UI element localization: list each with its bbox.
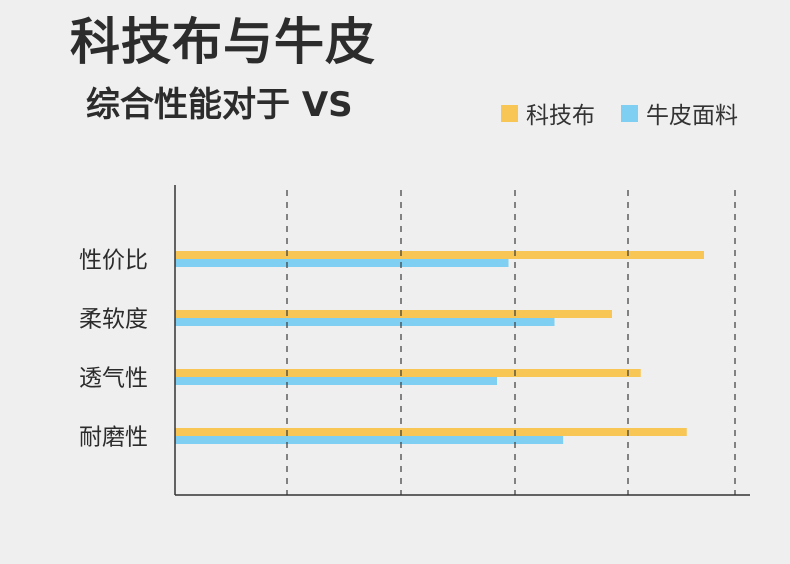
bar-niupi-0: [175, 259, 509, 267]
legend-item-niupi: 牛皮面料: [621, 96, 738, 130]
legend-label-keji: 科技布: [526, 103, 595, 129]
chart-subtitle: 综合性能对于 VS: [86, 85, 353, 125]
bar-keji-1: [175, 310, 612, 318]
category-label-0: 性价比: [79, 248, 148, 274]
category-label-2: 透气性: [79, 366, 148, 392]
bar-keji-0: [175, 251, 704, 259]
legend: 科技布 牛皮面料: [475, 96, 738, 130]
legend-item-keji: 科技布: [501, 96, 595, 130]
bar-niupi-3: [175, 436, 564, 444]
bar-keji-2: [175, 369, 641, 377]
legend-swatch-keji: [501, 104, 518, 122]
category-label-1: 柔软度: [79, 307, 148, 333]
chart-title: 科技布与牛皮: [70, 13, 376, 71]
bar-niupi-1: [175, 318, 555, 326]
legend-label-niupi: 牛皮面料: [646, 103, 738, 129]
bar-keji-3: [175, 428, 687, 436]
legend-swatch-niupi: [621, 104, 638, 122]
bar-niupi-2: [175, 377, 497, 385]
category-label-3: 耐磨性: [79, 425, 148, 451]
